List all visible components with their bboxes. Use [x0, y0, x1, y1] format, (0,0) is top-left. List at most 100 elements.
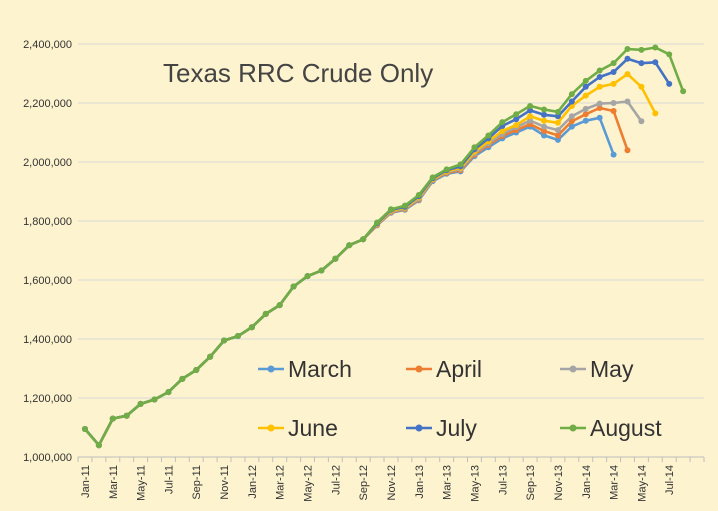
data-point — [151, 396, 158, 403]
data-point — [568, 98, 575, 105]
y-tick-label: 2,000,000 — [23, 157, 72, 169]
legend-label: June — [288, 415, 338, 441]
x-axis: Jan-11 Mar-11 May-11 Jul-11 Sep-11 Nov-11 Jan-… — [77, 456, 705, 502]
data-point — [582, 111, 589, 118]
y-tick-label: 1,800,000 — [23, 216, 72, 228]
data-point — [527, 117, 534, 124]
data-point — [179, 375, 186, 382]
data-point — [527, 102, 534, 109]
data-point — [527, 113, 534, 120]
data-point — [360, 236, 367, 243]
data-point — [554, 132, 561, 139]
legend-label: July — [436, 415, 477, 441]
data-point — [624, 55, 631, 62]
data-point — [513, 116, 520, 123]
data-point — [541, 123, 548, 130]
y-tick-label: 1,400,000 — [23, 334, 72, 346]
legend-label: May — [590, 356, 634, 382]
data-point — [471, 144, 478, 151]
data-point — [596, 105, 603, 112]
data-point — [568, 123, 575, 130]
data-point — [652, 110, 659, 117]
x-tick-label: Mar-14 — [609, 465, 621, 500]
legend-label: April — [436, 356, 482, 382]
data-point — [513, 122, 520, 129]
data-point — [401, 202, 408, 209]
data-point — [346, 242, 353, 249]
x-tick-label: Jul-14 — [664, 465, 676, 495]
x-tick-label: Jan-14 — [581, 465, 593, 499]
data-point — [568, 118, 575, 125]
x-tick-label: Jul-11 — [163, 465, 175, 494]
data-point — [318, 267, 325, 274]
data-point — [234, 333, 241, 340]
legend-item-august: August — [560, 415, 662, 441]
legend-swatch-marker — [569, 424, 577, 432]
data-point — [554, 119, 561, 126]
x-tick-label: May-12 — [303, 465, 315, 502]
data-point — [109, 415, 116, 422]
data-point — [457, 161, 464, 168]
data-point — [165, 389, 172, 396]
data-point — [638, 118, 645, 125]
x-tick-label: Jul-13 — [497, 465, 509, 495]
series-august — [81, 44, 687, 449]
x-tick-label: Jan-12 — [247, 465, 259, 499]
data-point — [596, 67, 603, 74]
data-point — [596, 100, 603, 107]
data-point — [415, 192, 422, 199]
x-tick-label: Sep-12 — [358, 465, 370, 500]
data-point — [554, 127, 561, 134]
data-point — [610, 151, 617, 158]
data-point — [262, 310, 269, 317]
data-point — [123, 412, 130, 419]
data-point — [374, 219, 381, 226]
legend-swatch-marker — [267, 424, 275, 432]
y-axis: 1,000,000 1,200,000 1,400,000 1,600,000 1,80… — [23, 39, 72, 464]
legend-item-may: May — [560, 356, 634, 382]
data-point — [499, 128, 506, 135]
legend-label: March — [288, 356, 352, 382]
data-point — [485, 132, 492, 139]
data-point — [582, 117, 589, 124]
data-point — [568, 113, 575, 120]
data-point — [624, 98, 631, 105]
x-tick-label: May-13 — [469, 465, 481, 502]
data-point — [666, 80, 673, 87]
x-tick-label: Jul-12 — [330, 465, 342, 495]
data-point — [638, 60, 645, 67]
chart-title: Texas RRC Crude Only — [163, 58, 433, 88]
data-point — [554, 136, 561, 143]
data-point — [81, 425, 88, 432]
y-tick-label: 1,000,000 — [23, 452, 72, 464]
data-point — [513, 111, 520, 118]
legend-swatch-marker — [415, 424, 423, 432]
x-tick-label: Jan-13 — [414, 465, 426, 499]
y-tick-label: 2,200,000 — [23, 98, 72, 110]
data-point — [610, 80, 617, 87]
legend-item-april: April — [406, 356, 482, 382]
data-point — [221, 337, 228, 344]
legend-label: August — [590, 415, 662, 441]
data-point — [624, 71, 631, 78]
data-point — [527, 107, 534, 114]
x-tick-label: Sep-11 — [191, 465, 203, 500]
y-tick-label: 2,400,000 — [23, 39, 72, 51]
data-point — [610, 60, 617, 67]
x-tick-label: Nov-13 — [553, 465, 565, 500]
series-layer — [81, 44, 687, 449]
data-point — [666, 51, 673, 58]
data-point — [652, 44, 659, 51]
data-point — [95, 442, 102, 449]
data-point — [582, 77, 589, 84]
data-point — [596, 114, 603, 121]
data-point — [207, 353, 214, 360]
data-point — [624, 147, 631, 154]
data-point — [582, 105, 589, 112]
data-point — [499, 119, 506, 126]
x-tick-label: May-11 — [136, 465, 148, 501]
data-point — [554, 108, 561, 115]
x-tick-label: May-14 — [636, 465, 648, 502]
